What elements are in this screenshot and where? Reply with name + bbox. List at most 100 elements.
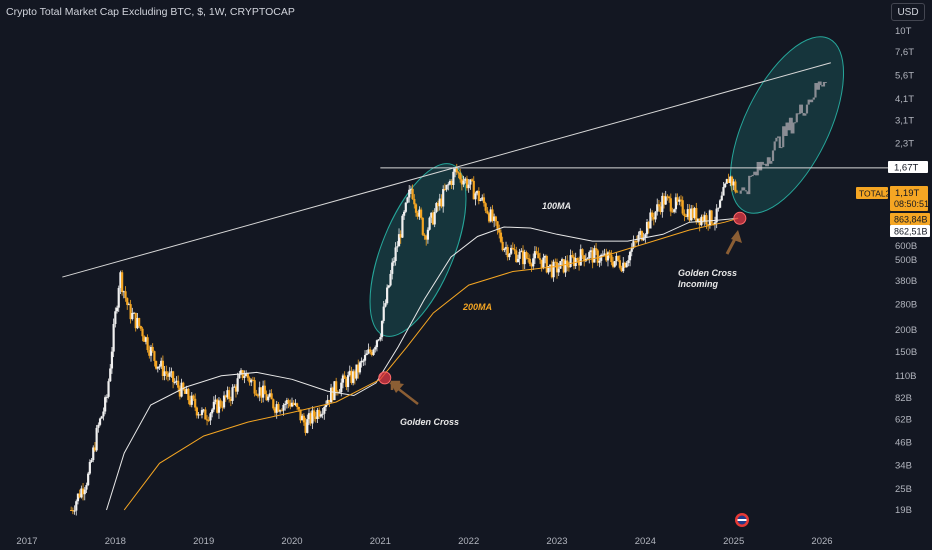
candle-body (263, 385, 266, 395)
ascending-trendline (62, 62, 831, 278)
candle-body (340, 382, 343, 392)
projection-candle (793, 122, 797, 124)
candle-body (277, 404, 280, 412)
projection-candle (761, 161, 764, 165)
ma200-label: 200MA (462, 302, 492, 312)
candle-body (409, 188, 413, 190)
time-tick-label: 2021 (370, 536, 391, 547)
projection-candle (814, 83, 817, 98)
candle-body (245, 373, 248, 377)
candle-body (435, 203, 438, 212)
candle-body (438, 198, 441, 207)
candle-body (555, 262, 559, 273)
candle-body (158, 366, 161, 368)
candle-body (703, 215, 706, 222)
projection-candle (785, 122, 788, 136)
candle-body (224, 395, 227, 398)
candle-body (654, 211, 657, 220)
projection-candle (807, 99, 810, 105)
candle-body (504, 247, 508, 249)
candle-body (100, 416, 103, 419)
candle-body (476, 190, 479, 194)
candle-body (386, 287, 389, 304)
candle-body (718, 200, 722, 208)
candle-body (75, 501, 78, 511)
candle-body (693, 208, 696, 218)
candle-body (360, 360, 363, 363)
candle-body (392, 261, 396, 263)
candle-body (397, 234, 401, 247)
candle-body (136, 318, 139, 329)
candle-body (279, 410, 282, 412)
ma200-price-box (890, 225, 930, 237)
candle-body (209, 413, 212, 421)
candle-body (725, 179, 728, 184)
projection-candle (739, 190, 742, 194)
candle-body (151, 346, 154, 352)
candle-body (530, 264, 533, 267)
candle-body (651, 212, 654, 218)
candle-body (457, 172, 460, 174)
candle-body (647, 222, 650, 229)
currency-button[interactable]: USD (891, 3, 925, 21)
candle-body (662, 195, 666, 205)
candle-body (343, 375, 346, 379)
candle-body (681, 200, 684, 214)
candle-body (326, 399, 329, 405)
candle-body (295, 403, 299, 408)
price-tick-label: 5,6T (895, 70, 914, 81)
candle-body (552, 261, 555, 278)
candle-body (216, 399, 219, 413)
candle-body (414, 204, 418, 213)
candle-body (132, 312, 136, 314)
price-tick-label: 46B (895, 437, 912, 448)
countdown-label: 08:50:51 (894, 199, 929, 209)
price-tick-label: 82B (895, 393, 912, 404)
candle-body (346, 375, 350, 387)
candle-body (632, 241, 635, 248)
candle-body (87, 473, 90, 486)
candle-body (353, 371, 356, 379)
candle-body (453, 168, 457, 172)
candle-body (701, 216, 705, 222)
projection-candle (744, 190, 747, 192)
candle-body (724, 183, 727, 188)
candle-body (93, 447, 97, 451)
candle-body (550, 264, 554, 278)
candle-body (562, 259, 565, 273)
candle-body (391, 262, 394, 274)
candle-body (571, 255, 574, 257)
projection-candle (777, 136, 780, 138)
candle-body (708, 210, 711, 226)
candle-body (114, 311, 117, 324)
projection-candle (783, 126, 786, 136)
candle-body (683, 213, 686, 216)
candle-body (720, 195, 723, 201)
candle-body (576, 258, 579, 261)
candle-body (569, 255, 572, 268)
projection-candle (792, 122, 795, 134)
candle-body (200, 410, 204, 415)
candle-body (710, 210, 713, 224)
candle-body (554, 261, 557, 263)
projection-candle (809, 99, 812, 103)
candle-body (732, 181, 735, 186)
candle-body (81, 488, 85, 495)
candle-body (452, 171, 455, 185)
candle-body (341, 375, 345, 383)
golden-cross-incoming-label-1: Golden Cross (678, 268, 737, 278)
event-flag-stripe (737, 519, 747, 521)
projection-candle (797, 113, 800, 115)
candle-body (156, 366, 159, 369)
candle-body (494, 216, 497, 222)
candle-body (501, 241, 504, 251)
candle-body (258, 387, 261, 396)
projection-candle (778, 136, 781, 149)
candle-body (440, 198, 443, 207)
candle-body (355, 364, 358, 379)
candle-body (533, 251, 537, 259)
candle-body (270, 393, 273, 400)
candle-body (248, 377, 251, 383)
candle-body (671, 211, 674, 213)
